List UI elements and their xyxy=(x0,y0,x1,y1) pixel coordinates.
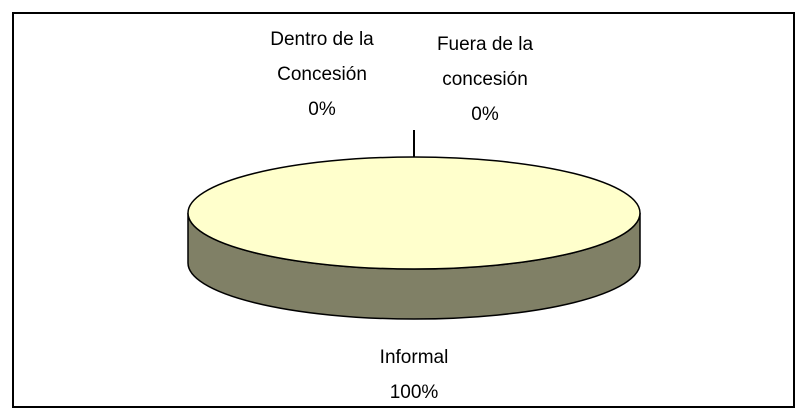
slice-value: 0% xyxy=(308,99,336,120)
chart-frame xyxy=(12,12,795,408)
slice-value: 100% xyxy=(389,382,439,403)
slice-value: 0% xyxy=(471,104,499,125)
slice-name: Dentro de la Concesión xyxy=(270,29,374,85)
slice-label: Informal 100% xyxy=(344,340,484,410)
slice-label: Dentro de la Concesión 0% xyxy=(252,22,392,127)
pie-top xyxy=(187,156,641,270)
slice-label: Fuera de la concesión 0% xyxy=(415,27,555,132)
slice-name: Fuera de la concesión xyxy=(436,34,534,90)
slice-name: Informal xyxy=(379,347,449,368)
pie-slice xyxy=(187,156,641,320)
